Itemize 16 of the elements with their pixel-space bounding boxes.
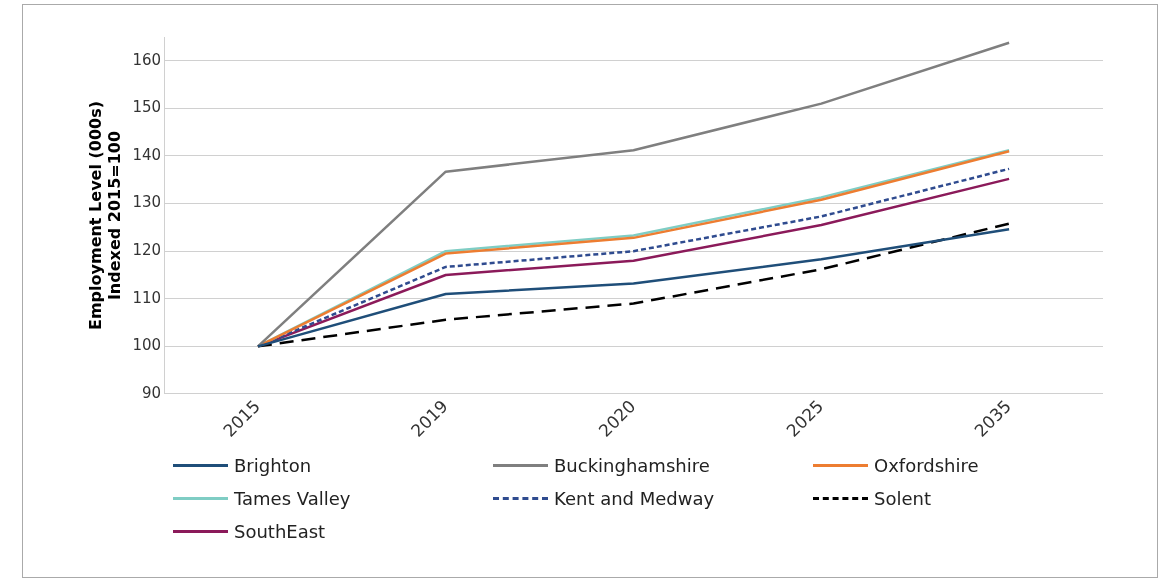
y-tick-label: 90 [141,383,162,402]
y-tick-label: 120 [132,241,162,260]
y-tick-label: 160 [132,50,162,69]
y-axis-title: Employment Level (000s) Indexed 2015=100 [85,100,124,331]
y-tick-label: 110 [132,288,162,307]
y-tick-label: 150 [132,98,162,117]
legend-label: Brighton [234,455,312,476]
legend-label: SouthEast [234,521,326,542]
legend-label: Kent and Medway [554,488,715,509]
legend-label: Tames Valley [234,488,351,509]
y-tick-label: 130 [132,193,162,212]
legend-label: Oxfordshire [874,455,979,476]
legend-label: Solent [874,488,931,509]
y-tick-label: 140 [132,145,162,164]
y-tick-label: 100 [132,336,162,355]
legend-label: Buckinghamshire [554,455,710,476]
